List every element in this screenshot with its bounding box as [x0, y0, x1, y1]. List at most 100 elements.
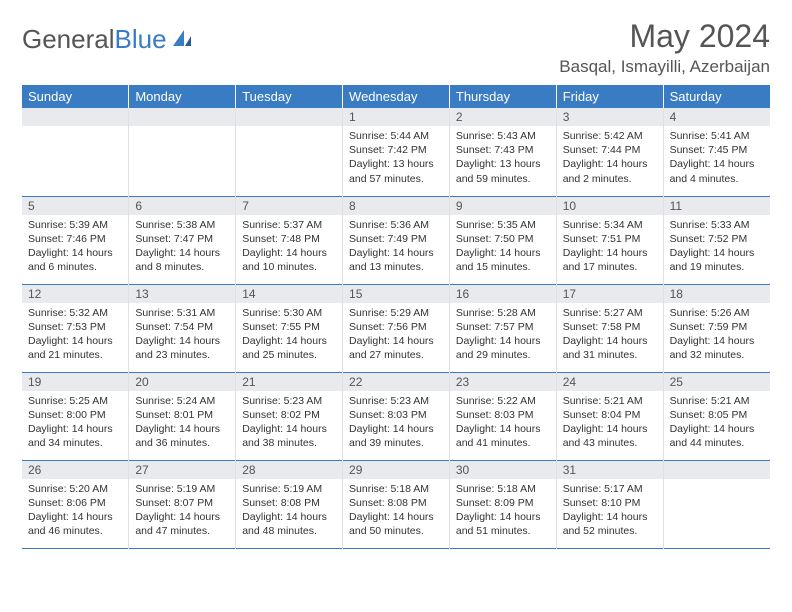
sunset-text: Sunset: 7:43 PM — [456, 143, 550, 157]
daylight-text: Daylight: 14 hours and 8 minutes. — [135, 246, 229, 274]
day-cell: 9Sunrise: 5:35 AMSunset: 7:50 PMDaylight… — [449, 196, 556, 284]
header: GeneralBlue May 2024 Basqal, Ismayilli, … — [22, 18, 770, 77]
sunrise-text: Sunrise: 5:21 AM — [563, 394, 657, 408]
calendar-page: GeneralBlue May 2024 Basqal, Ismayilli, … — [0, 0, 792, 567]
daylight-text: Daylight: 14 hours and 44 minutes. — [670, 422, 764, 450]
day-content: Sunrise: 5:33 AMSunset: 7:52 PMDaylight:… — [664, 215, 770, 278]
sunrise-text: Sunrise: 5:20 AM — [28, 482, 122, 496]
day-header: Wednesday — [343, 85, 450, 108]
title-block: May 2024 Basqal, Ismayilli, Azerbaijan — [559, 18, 770, 77]
day-header: Monday — [129, 85, 236, 108]
day-content: Sunrise: 5:20 AMSunset: 8:06 PMDaylight:… — [22, 479, 128, 542]
day-number: 30 — [450, 461, 556, 479]
day-header: Friday — [556, 85, 663, 108]
sunset-text: Sunset: 7:58 PM — [563, 320, 657, 334]
sunset-text: Sunset: 8:05 PM — [670, 408, 764, 422]
day-content: Sunrise: 5:24 AMSunset: 8:01 PMDaylight:… — [129, 391, 235, 454]
day-cell — [236, 108, 343, 196]
day-number: 20 — [129, 373, 235, 391]
day-cell — [129, 108, 236, 196]
sunrise-text: Sunrise: 5:28 AM — [456, 306, 550, 320]
day-number: 21 — [236, 373, 342, 391]
day-number: 28 — [236, 461, 342, 479]
location: Basqal, Ismayilli, Azerbaijan — [559, 57, 770, 77]
sunset-text: Sunset: 7:48 PM — [242, 232, 336, 246]
day-number: 26 — [22, 461, 128, 479]
sunrise-text: Sunrise: 5:17 AM — [563, 482, 657, 496]
day-number — [664, 461, 770, 479]
sunrise-text: Sunrise: 5:23 AM — [242, 394, 336, 408]
day-cell: 2Sunrise: 5:43 AMSunset: 7:43 PMDaylight… — [449, 108, 556, 196]
week-row: 1Sunrise: 5:44 AMSunset: 7:42 PMDaylight… — [22, 108, 770, 196]
day-content: Sunrise: 5:18 AMSunset: 8:08 PMDaylight:… — [343, 479, 449, 542]
calendar-body: 1Sunrise: 5:44 AMSunset: 7:42 PMDaylight… — [22, 108, 770, 548]
sunset-text: Sunset: 7:44 PM — [563, 143, 657, 157]
day-content: Sunrise: 5:32 AMSunset: 7:53 PMDaylight:… — [22, 303, 128, 366]
sunrise-text: Sunrise: 5:34 AM — [563, 218, 657, 232]
sunrise-text: Sunrise: 5:29 AM — [349, 306, 443, 320]
day-cell: 1Sunrise: 5:44 AMSunset: 7:42 PMDaylight… — [343, 108, 450, 196]
sunrise-text: Sunrise: 5:38 AM — [135, 218, 229, 232]
sunset-text: Sunset: 7:54 PM — [135, 320, 229, 334]
daylight-text: Daylight: 14 hours and 10 minutes. — [242, 246, 336, 274]
sunset-text: Sunset: 7:55 PM — [242, 320, 336, 334]
day-cell: 4Sunrise: 5:41 AMSunset: 7:45 PMDaylight… — [663, 108, 770, 196]
day-number: 23 — [450, 373, 556, 391]
sunset-text: Sunset: 8:03 PM — [349, 408, 443, 422]
day-cell: 16Sunrise: 5:28 AMSunset: 7:57 PMDayligh… — [449, 284, 556, 372]
day-number: 2 — [450, 108, 556, 126]
sunset-text: Sunset: 7:59 PM — [670, 320, 764, 334]
sunset-text: Sunset: 7:51 PM — [563, 232, 657, 246]
logo-text-blue: Blue — [115, 24, 167, 55]
day-number: 11 — [664, 197, 770, 215]
sunrise-text: Sunrise: 5:32 AM — [28, 306, 122, 320]
daylight-text: Daylight: 13 hours and 59 minutes. — [456, 157, 550, 185]
sunrise-text: Sunrise: 5:37 AM — [242, 218, 336, 232]
day-cell: 19Sunrise: 5:25 AMSunset: 8:00 PMDayligh… — [22, 372, 129, 460]
day-number — [129, 108, 235, 126]
sunset-text: Sunset: 8:04 PM — [563, 408, 657, 422]
day-content: Sunrise: 5:19 AMSunset: 8:08 PMDaylight:… — [236, 479, 342, 542]
day-cell — [22, 108, 129, 196]
day-number — [22, 108, 128, 126]
day-cell: 25Sunrise: 5:21 AMSunset: 8:05 PMDayligh… — [663, 372, 770, 460]
day-cell — [663, 460, 770, 548]
week-row: 12Sunrise: 5:32 AMSunset: 7:53 PMDayligh… — [22, 284, 770, 372]
day-header: Saturday — [663, 85, 770, 108]
sunrise-text: Sunrise: 5:27 AM — [563, 306, 657, 320]
sunrise-text: Sunrise: 5:31 AM — [135, 306, 229, 320]
day-number: 18 — [664, 285, 770, 303]
daylight-text: Daylight: 14 hours and 48 minutes. — [242, 510, 336, 538]
day-number: 6 — [129, 197, 235, 215]
day-cell: 3Sunrise: 5:42 AMSunset: 7:44 PMDaylight… — [556, 108, 663, 196]
day-content: Sunrise: 5:44 AMSunset: 7:42 PMDaylight:… — [343, 126, 449, 189]
day-cell: 26Sunrise: 5:20 AMSunset: 8:06 PMDayligh… — [22, 460, 129, 548]
day-content: Sunrise: 5:19 AMSunset: 8:07 PMDaylight:… — [129, 479, 235, 542]
sunset-text: Sunset: 8:06 PM — [28, 496, 122, 510]
day-cell: 17Sunrise: 5:27 AMSunset: 7:58 PMDayligh… — [556, 284, 663, 372]
sunset-text: Sunset: 7:53 PM — [28, 320, 122, 334]
week-row: 26Sunrise: 5:20 AMSunset: 8:06 PMDayligh… — [22, 460, 770, 548]
day-content: Sunrise: 5:21 AMSunset: 8:05 PMDaylight:… — [664, 391, 770, 454]
daylight-text: Daylight: 14 hours and 17 minutes. — [563, 246, 657, 274]
sunrise-text: Sunrise: 5:30 AM — [242, 306, 336, 320]
day-number: 27 — [129, 461, 235, 479]
day-cell: 27Sunrise: 5:19 AMSunset: 8:07 PMDayligh… — [129, 460, 236, 548]
daylight-text: Daylight: 14 hours and 50 minutes. — [349, 510, 443, 538]
day-content: Sunrise: 5:29 AMSunset: 7:56 PMDaylight:… — [343, 303, 449, 366]
day-number: 22 — [343, 373, 449, 391]
day-number: 29 — [343, 461, 449, 479]
day-number: 16 — [450, 285, 556, 303]
logo: GeneralBlue — [22, 18, 193, 55]
day-number: 12 — [22, 285, 128, 303]
day-cell: 24Sunrise: 5:21 AMSunset: 8:04 PMDayligh… — [556, 372, 663, 460]
sunrise-text: Sunrise: 5:35 AM — [456, 218, 550, 232]
sunset-text: Sunset: 7:46 PM — [28, 232, 122, 246]
day-number: 14 — [236, 285, 342, 303]
day-content: Sunrise: 5:26 AMSunset: 7:59 PMDaylight:… — [664, 303, 770, 366]
day-cell: 5Sunrise: 5:39 AMSunset: 7:46 PMDaylight… — [22, 196, 129, 284]
sunset-text: Sunset: 7:42 PM — [349, 143, 443, 157]
day-number: 19 — [22, 373, 128, 391]
day-cell: 10Sunrise: 5:34 AMSunset: 7:51 PMDayligh… — [556, 196, 663, 284]
daylight-text: Daylight: 14 hours and 46 minutes. — [28, 510, 122, 538]
